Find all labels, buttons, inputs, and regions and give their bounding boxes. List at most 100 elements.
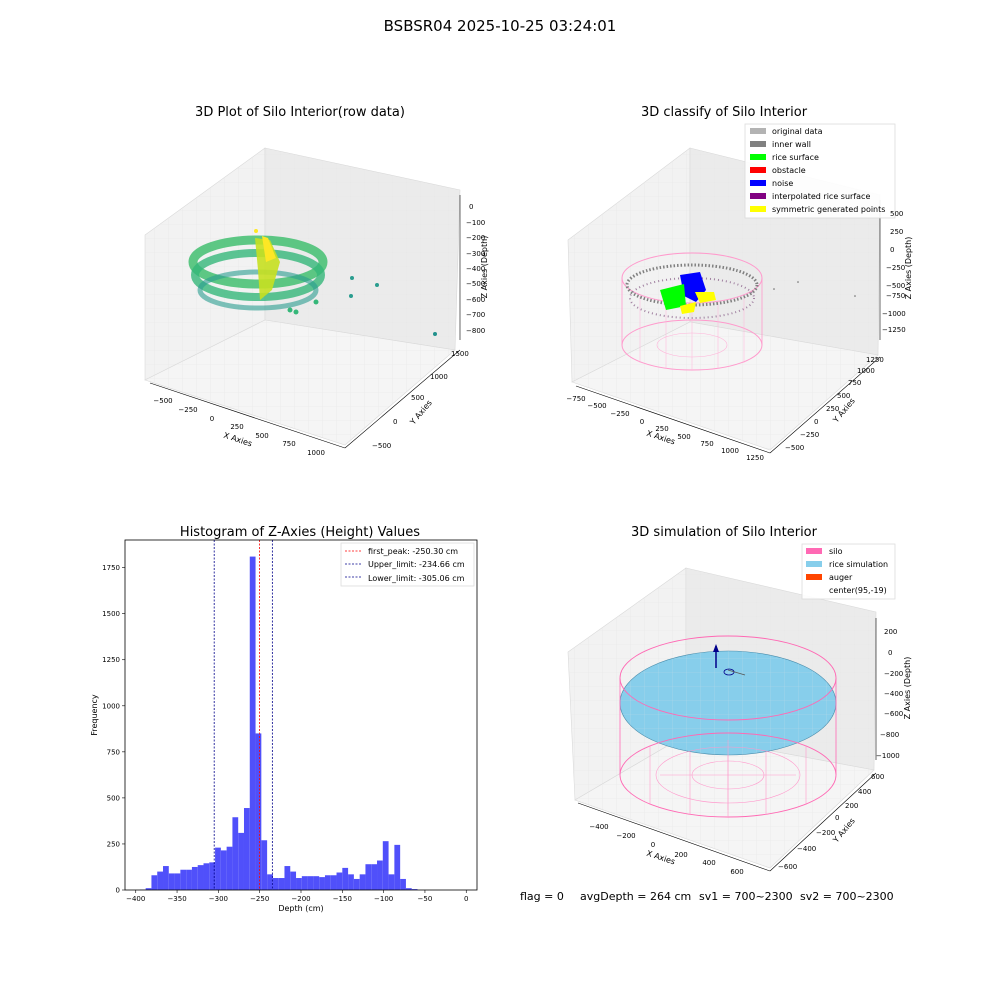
histogram-bar xyxy=(336,872,343,890)
svg-text:−1000: −1000 xyxy=(876,752,900,760)
svg-text:−750: −750 xyxy=(886,292,905,300)
svg-text:250: 250 xyxy=(890,228,903,236)
avg-depth-text: avgDepth = 264 cm xyxy=(580,890,691,903)
histogram-bar xyxy=(145,888,152,890)
svg-text:750: 750 xyxy=(282,440,295,448)
sv1-text: sv1 = 700~2300 xyxy=(699,890,793,903)
histogram-bar xyxy=(377,860,383,890)
raw-3d-axes xyxy=(144,147,461,449)
panel-simulation: 3D simulation of Silo Interior xyxy=(567,525,912,876)
panel-histogram: Histogram of Z-Axies (Height) Values −40… xyxy=(90,525,478,913)
svg-text:1500: 1500 xyxy=(451,350,469,358)
svg-text:−500: −500 xyxy=(153,397,172,405)
svg-text:0: 0 xyxy=(393,418,397,426)
figure-title: BSBSR04 2025-10-25 03:24:01 xyxy=(384,17,617,35)
histogram-bar xyxy=(313,876,320,890)
histogram-bar xyxy=(226,846,233,890)
svg-text:500: 500 xyxy=(837,392,850,400)
svg-text:−800: −800 xyxy=(880,731,899,739)
x-tick-label: −100 xyxy=(374,895,393,903)
svg-text:noise: noise xyxy=(772,179,793,188)
svg-text:−250: −250 xyxy=(886,264,905,272)
svg-text:Lower_limit: -305.06 cm: Lower_limit: -305.06 cm xyxy=(368,574,465,583)
y-tick-label: 1500 xyxy=(102,610,120,618)
svg-text:400: 400 xyxy=(702,859,715,867)
legend-swatch-original-data xyxy=(750,128,766,134)
x-tick-label: −250 xyxy=(250,895,269,903)
y-tick-label: 750 xyxy=(107,748,120,756)
histogram-bar xyxy=(324,875,331,890)
svg-text:−400: −400 xyxy=(589,823,608,831)
svg-text:1000: 1000 xyxy=(721,447,739,455)
svg-text:1250: 1250 xyxy=(746,454,764,462)
x-tick-label: −300 xyxy=(209,895,228,903)
histogram-bar xyxy=(353,878,360,890)
svg-text:0: 0 xyxy=(814,418,818,426)
histogram-bar xyxy=(290,871,297,890)
histogram-vlines xyxy=(213,540,273,890)
x-tick-label: −50 xyxy=(418,895,433,903)
histogram-bar xyxy=(243,808,250,890)
svg-text:auger: auger xyxy=(829,573,853,582)
svg-text:0: 0 xyxy=(888,649,892,657)
svg-text:inner wall: inner wall xyxy=(772,140,811,149)
histogram-bar xyxy=(348,874,354,890)
raw-point-cloud xyxy=(188,229,437,336)
histogram-bar xyxy=(191,866,198,890)
svg-text:−1250: −1250 xyxy=(882,326,906,334)
svg-text:200: 200 xyxy=(674,851,687,859)
simulation-xlabel: X Axies xyxy=(645,849,676,867)
svg-text:600: 600 xyxy=(871,773,884,781)
svg-text:−600: −600 xyxy=(884,710,903,718)
histogram-bar xyxy=(157,871,164,890)
legend-swatch-rice-simulation xyxy=(806,561,822,567)
classify-points xyxy=(660,272,856,314)
svg-text:interpolated rice surface: interpolated rice surface xyxy=(772,192,870,201)
raw-xlabel: X Axies xyxy=(222,431,253,449)
svg-text:200: 200 xyxy=(845,802,858,810)
svg-text:0: 0 xyxy=(835,814,839,822)
histogram-y-ticks: 0 250 500 750 1000 1250 1500 1750 xyxy=(102,564,125,895)
svg-text:center(95,-19): center(95,-19) xyxy=(829,586,887,595)
legend-swatch-obstacle xyxy=(750,167,766,173)
histogram-bar xyxy=(168,873,175,890)
classify-legend: original data inner wall rice surface ob… xyxy=(744,123,896,219)
x-tick-label: 0 xyxy=(464,895,468,903)
svg-text:250: 250 xyxy=(655,425,668,433)
svg-text:−300: −300 xyxy=(466,250,485,258)
svg-text:1000: 1000 xyxy=(307,449,325,457)
svg-text:obstacle: obstacle xyxy=(772,166,806,175)
legend-swatch-silo xyxy=(806,548,822,554)
svg-text:600: 600 xyxy=(730,868,743,876)
svg-text:0: 0 xyxy=(469,203,473,211)
histogram-bar xyxy=(220,850,227,890)
legend-swatch-rice-surface xyxy=(750,154,766,160)
y-tick-label: 500 xyxy=(107,794,120,802)
svg-text:−400: −400 xyxy=(884,690,903,698)
svg-text:−200: −200 xyxy=(816,829,835,837)
raw-ylabel: Y Axies xyxy=(408,398,434,427)
histogram-bar xyxy=(278,878,285,890)
panel-classify: 3D classify of Silo Interior xyxy=(566,105,913,462)
histogram-bar xyxy=(209,862,216,890)
histogram-xlabel: Depth (cm) xyxy=(278,904,323,913)
svg-text:−200: −200 xyxy=(884,670,903,678)
svg-text:1000: 1000 xyxy=(857,367,875,375)
simulation-zlabel: Z Axies (Depth) xyxy=(903,657,912,720)
svg-text:750: 750 xyxy=(848,379,861,387)
y-tick-label: 1750 xyxy=(102,564,120,572)
histogram-bar xyxy=(365,864,372,890)
svg-text:rice surface: rice surface xyxy=(772,153,819,162)
histogram-bar xyxy=(203,863,210,890)
svg-text:−700: −700 xyxy=(466,311,485,319)
svg-text:silo: silo xyxy=(829,547,843,556)
svg-text:−250: −250 xyxy=(610,410,629,418)
histogram-bar xyxy=(319,877,325,890)
svg-text:−500: −500 xyxy=(587,402,606,410)
simulation-silo xyxy=(619,635,837,818)
legend-swatch-noise xyxy=(750,180,766,186)
sv2-text: sv2 = 700~2300 xyxy=(800,890,894,903)
panel-classify-title: 3D classify of Silo Interior xyxy=(641,105,808,120)
svg-text:−500: −500 xyxy=(785,444,804,452)
